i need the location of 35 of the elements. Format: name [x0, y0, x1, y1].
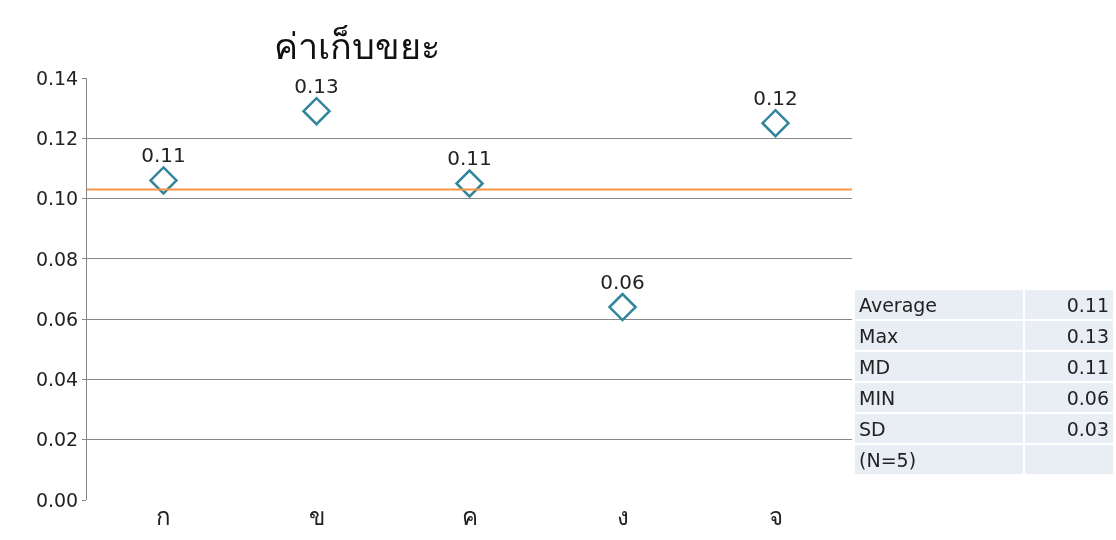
- point: [455, 169, 484, 198]
- text: SD: [854, 413, 1024, 444]
- x-tick-label: จ: [768, 503, 783, 531]
- text: MIN: [854, 382, 1024, 413]
- chart-title: ค่าเก็บขยะ: [274, 23, 441, 67]
- data-label: 0.12: [753, 85, 798, 110]
- y-tick-label: 0.10: [35, 187, 79, 210]
- x-tick-label: ง: [616, 503, 629, 531]
- y-tick-label: 0.08: [35, 247, 79, 270]
- text: 0.06: [1024, 382, 1114, 413]
- y-tick-label: 0.04: [35, 368, 79, 391]
- point: [761, 108, 790, 138]
- y-tick-label: 0.00: [35, 488, 79, 511]
- point: [608, 292, 637, 322]
- text: 0.13: [1024, 320, 1114, 351]
- y-tick-label: 0.06: [35, 307, 79, 330]
- data-label: 0.11: [447, 146, 492, 170]
- text: MD: [854, 351, 1024, 382]
- x-tick-label: ค: [461, 503, 478, 531]
- data-label: 0.11: [141, 142, 186, 167]
- text: Max: [854, 320, 1024, 351]
- text: 0.03: [1024, 413, 1114, 444]
- text: 0.11: [1024, 351, 1114, 382]
- y-tick-label: 0.02: [35, 428, 79, 451]
- y-tick-label: 0.14: [35, 66, 79, 89]
- x-tick-label: ข: [308, 503, 325, 531]
- point: [302, 96, 331, 126]
- x-tick-label: ก: [156, 503, 171, 531]
- y-tick-label: 0.12: [35, 126, 79, 149]
- data-label: 0.06: [600, 269, 645, 294]
- text: 0.11: [1024, 289, 1114, 320]
- text: (N=5): [854, 444, 1024, 475]
- text: Average: [854, 289, 1024, 320]
- data-label: 0.13: [294, 73, 339, 98]
- point: [149, 166, 178, 195]
